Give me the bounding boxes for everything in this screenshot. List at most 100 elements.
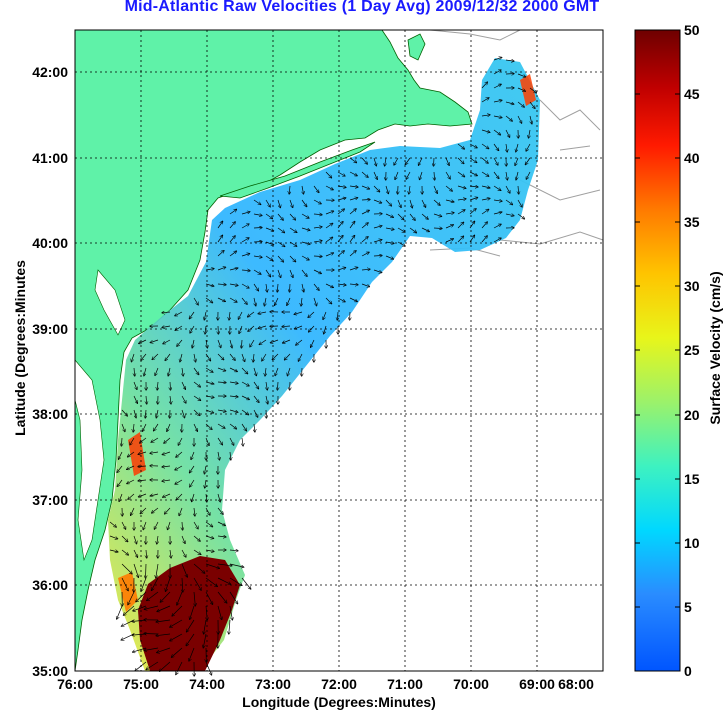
velocity-arrow [289,185,290,194]
velocity-arrow [529,87,536,93]
y-tick-label: 39:00 [32,321,68,337]
colorbar-tick-label: 5 [684,599,692,615]
velocity-arrow [146,661,159,670]
velocity-arrow [217,577,231,584]
velocity-arrow [349,157,357,163]
velocity-arrow [275,367,279,376]
velocity-arrow [253,367,256,376]
velocity-arrow [277,227,285,233]
velocity-arrow [156,619,171,622]
velocity-arrow [146,563,147,578]
velocity-arrow [229,222,235,229]
velocity-arrow [241,353,245,362]
velocity-arrow [397,199,401,207]
velocity-arrow [162,451,171,455]
velocity-arrow [324,325,327,334]
velocity-arrow [157,605,171,612]
map-title: Mid-Atlantic Raw Velocities (1 Day Avg) … [124,0,600,15]
velocity-arrow [154,521,159,529]
velocity-arrow [506,143,507,152]
x-tick-label: 69:00 [519,676,555,692]
velocity-arrow [253,199,261,205]
velocity-arrow [337,284,346,285]
velocity-arrow [154,423,159,431]
velocity-arrow [241,212,250,215]
velocity-arrow [421,213,428,219]
colorbar-tick-label: 20 [684,407,700,423]
velocity-arrow [241,283,249,288]
velocity-arrow [313,214,322,215]
velocity-arrow [181,549,186,557]
velocity-arrow [469,157,477,163]
velocity-field [108,58,540,671]
velocity-arrow [481,143,489,149]
velocity-arrow [349,209,356,215]
velocity-arrow [217,423,225,428]
velocity-arrow [397,241,405,246]
velocity-arrow [170,381,171,390]
velocity-arrow [313,227,322,228]
velocity-arrow [205,269,214,270]
velocity-arrow [409,185,410,194]
velocity-arrow [506,171,507,180]
velocity-arrow [175,325,183,330]
velocity-arrow [433,213,442,216]
velocity-arrow [194,507,195,516]
velocity-arrow [193,423,197,431]
velocity-arrow [131,507,135,515]
velocity-arrow [165,507,171,514]
velocity-arrow [525,157,531,165]
velocity-arrow [505,60,514,61]
velocity-arrow [229,367,237,372]
velocity-arrow [193,577,201,590]
colorbar [634,29,681,672]
velocity-arrow [130,437,135,445]
velocity-arrow [253,214,262,216]
velocity-arrow [229,437,234,445]
velocity-arrow [493,200,502,201]
velocity-arrow [165,353,171,360]
velocity-arrow [182,521,183,530]
velocity-arrow [301,227,310,230]
velocity-arrow [325,253,333,257]
velocity-arrow [313,269,321,274]
velocity-arrow [205,507,210,515]
velocity-arrow [434,171,435,180]
velocity-arrow [155,367,159,375]
velocity-arrow [469,198,478,201]
velocity-arrow [229,396,238,397]
velocity-arrow [193,521,198,529]
velocity-arrow [289,227,297,232]
velocity-arrow [241,238,249,243]
velocity-arrow [289,255,296,262]
velocity-arrow [144,647,159,651]
velocity-arrow [294,311,303,314]
velocity-arrow [361,200,370,201]
velocity-arrow [493,171,499,178]
velocity-arrow [229,409,238,412]
velocity-arrow [301,297,302,306]
velocity-arrow [144,634,159,635]
velocity-arrow [121,577,128,591]
velocity-arrow [156,409,158,418]
velocity-arrow [229,311,230,320]
colorbar-tick-label: 50 [684,22,700,38]
velocity-arrow [230,451,231,460]
velocity-arrow [526,171,531,179]
velocity-arrow [457,185,466,188]
velocity-arrow [133,381,137,389]
velocity-arrow [109,535,118,539]
velocity-arrow [205,661,212,675]
velocity-arrow [493,212,502,214]
velocity-arrow [265,213,273,219]
velocity-arrow [151,437,159,442]
velocity-arrow [205,283,214,286]
velocity-arrow [109,521,116,527]
velocity-arrow [192,339,194,348]
velocity-arrow [254,297,256,306]
velocity-arrow [287,367,291,376]
velocity-arrow [176,661,183,675]
velocity-arrow [127,479,135,484]
velocity-arrow [229,382,238,383]
